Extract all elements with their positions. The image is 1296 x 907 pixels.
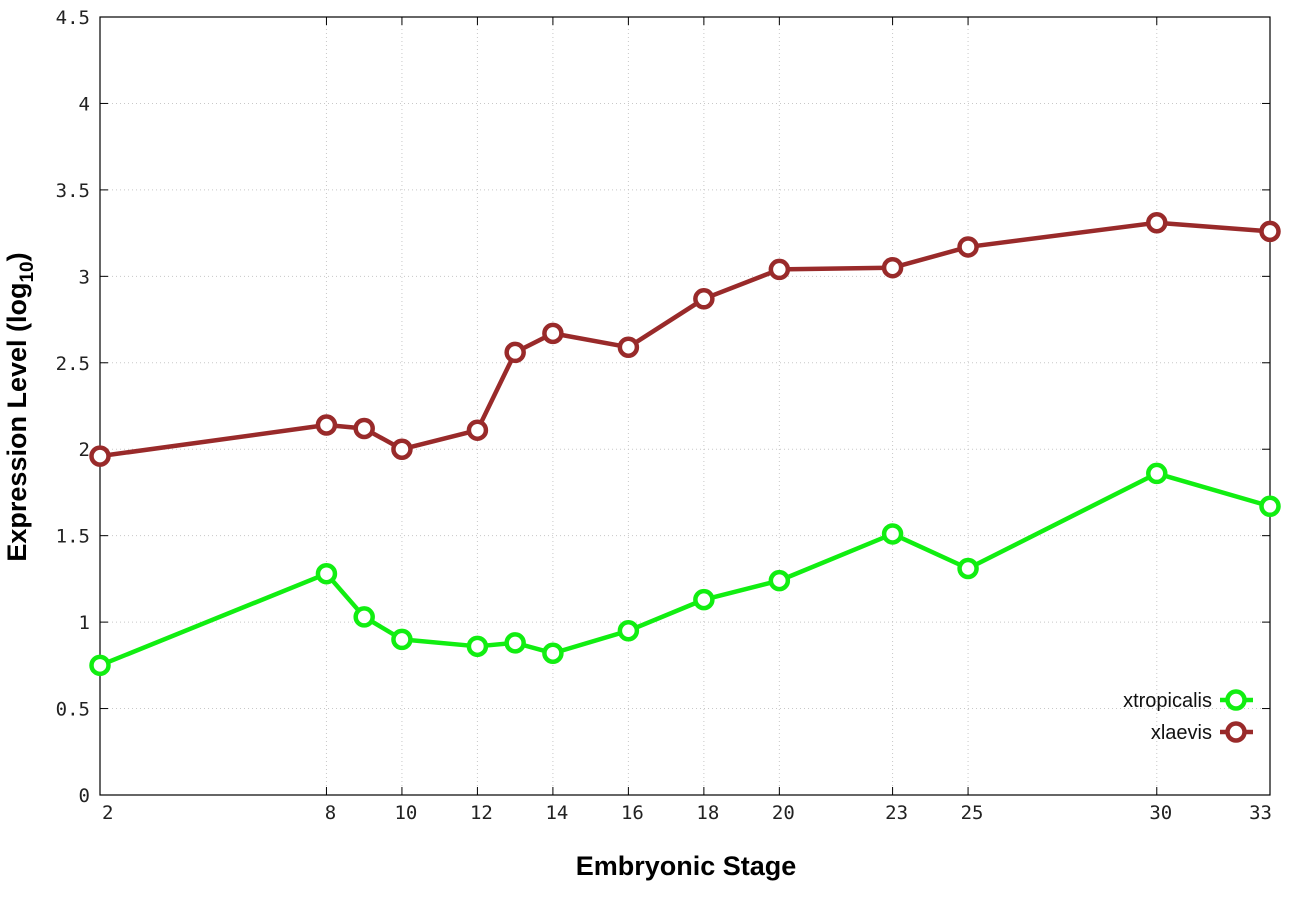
y-axis-title: Expression Level (log10) — [2, 252, 38, 561]
series-line — [99, 471, 1271, 668]
data-point — [504, 632, 526, 654]
data-point — [542, 642, 564, 664]
legend: xtropicalis xlaevis — [1123, 689, 1253, 744]
data-point — [881, 256, 904, 279]
x-tick-label: 30 — [1149, 802, 1172, 824]
data-point — [617, 620, 640, 642]
data-point — [693, 588, 715, 611]
x-tick-label: 14 — [545, 802, 568, 824]
data-point — [1146, 462, 1168, 485]
data-point — [768, 569, 791, 592]
legend-entry: xtropicalis — [1123, 689, 1253, 712]
x-axis-title: Embryonic Stage — [576, 851, 797, 881]
x-tick-label: 20 — [772, 802, 795, 824]
data-point — [353, 417, 375, 440]
x-tick-label: 33 — [1249, 802, 1272, 824]
x-tick-label: 2 — [102, 802, 113, 824]
y-tick-label: 2 — [79, 439, 90, 461]
x-tick-label: 18 — [696, 802, 719, 824]
x-tick-label: 8 — [325, 802, 336, 824]
data-point — [1259, 495, 1281, 518]
data-point — [466, 419, 489, 441]
y-tick-label: 4 — [79, 93, 90, 115]
data-point — [957, 236, 979, 258]
y-tick-label: 0.5 — [56, 699, 90, 721]
series-xlaevis — [89, 211, 1281, 467]
y-tick-label: 0 — [79, 785, 90, 807]
axis-ticks: 2 8 10 12 14 16 18 20 23 25 30 33 0 0.5 1 1.5 2 2.5 3 3.5 4 4… — [56, 7, 1272, 824]
data-point — [89, 654, 111, 677]
data-point — [693, 288, 715, 310]
data-point — [315, 414, 338, 436]
y-tick-label: 1 — [79, 612, 90, 634]
series-layer — [89, 211, 1281, 677]
x-tick-label: 23 — [885, 802, 908, 824]
y-tick-label: 2.5 — [56, 353, 90, 375]
y-tick-label: 3 — [79, 266, 90, 288]
x-tick-label: 25 — [961, 802, 984, 824]
y-axis-title-close: ) — [2, 252, 32, 261]
data-point — [542, 322, 564, 345]
x-tick-label: 10 — [394, 802, 417, 824]
data-point — [89, 445, 111, 467]
data-point — [315, 562, 338, 585]
data-point — [768, 258, 791, 281]
data-point — [504, 341, 526, 364]
data-point — [881, 523, 904, 545]
y-axis-title-subscript: 10 — [17, 261, 38, 282]
y-axis-title-main: Expression Level (log — [2, 283, 32, 562]
data-point — [391, 628, 413, 651]
legend-swatch-marker — [1225, 721, 1247, 743]
data-point — [466, 635, 489, 658]
y-tick-label: 1.5 — [56, 526, 90, 548]
legend-label: xtropicalis — [1123, 690, 1212, 712]
x-tick-label: 12 — [470, 802, 493, 824]
legend-swatch-marker — [1225, 689, 1247, 711]
data-point — [391, 438, 413, 460]
x-tick-label: 16 — [621, 802, 644, 824]
plot-frame — [99, 16, 1271, 796]
data-point — [353, 606, 375, 628]
series-line — [99, 220, 1271, 459]
legend-entry: xlaevis — [1151, 721, 1253, 744]
data-point — [1259, 220, 1281, 243]
legend-label: xlaevis — [1151, 722, 1212, 744]
y-tick-label: 3.5 — [56, 180, 90, 202]
grid — [100, 17, 1270, 795]
data-point — [617, 336, 640, 358]
data-point — [957, 557, 979, 580]
data-point — [1146, 211, 1168, 234]
y-tick-label: 4.5 — [56, 7, 90, 29]
series-xtropicalis — [89, 462, 1281, 677]
